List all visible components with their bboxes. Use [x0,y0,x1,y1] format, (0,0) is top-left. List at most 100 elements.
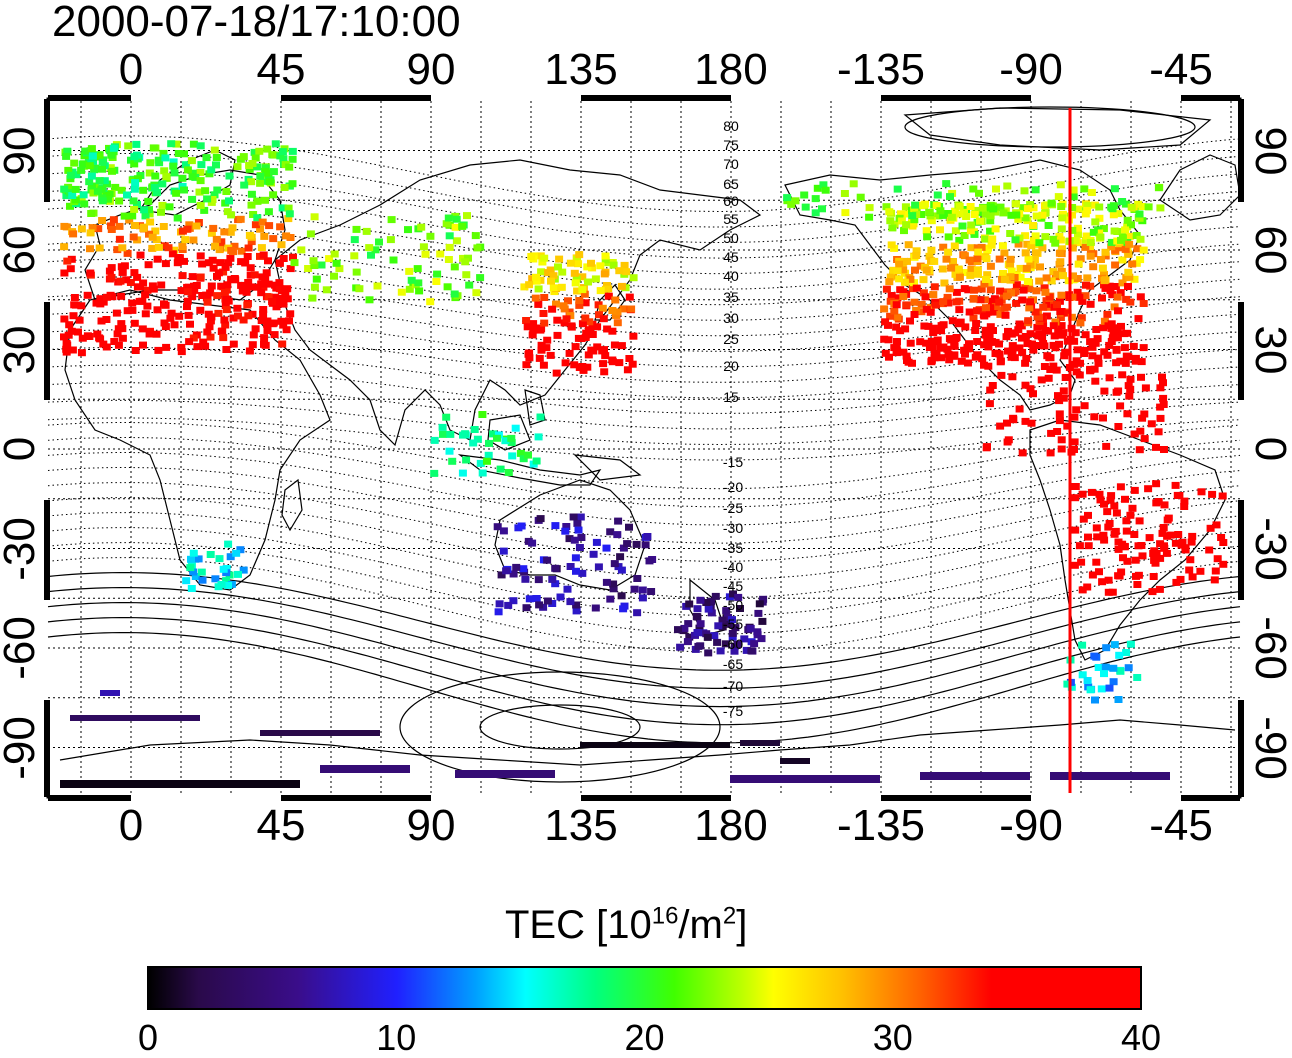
tec-cell [203,298,212,306]
coast-borneo [487,414,531,451]
tec-cell [478,411,487,418]
tec-cell [247,178,256,186]
tec-cell [157,281,166,289]
tec-cell [60,222,69,230]
tec-cell [1060,352,1069,360]
tec-cell [955,202,964,210]
tec-cell [257,317,266,324]
tec-cell [276,152,285,160]
tec-cell [157,208,165,216]
tec-cell [256,172,265,180]
tec-cell [222,577,231,585]
tec-cell [233,163,242,171]
tec-cell [1105,374,1114,382]
tec-cell [939,211,948,219]
tec-cell [1118,198,1127,205]
tec-cell [899,293,908,300]
tec-cell [207,313,216,321]
tec-cell [551,522,560,530]
tec-cell [245,165,254,173]
tec-cell [614,517,623,525]
tec-cell [610,560,619,568]
tec-cell [462,456,471,464]
tec-cell [1103,310,1112,318]
tec-cell [1081,331,1090,339]
tec-cell [128,299,137,307]
tec-cell [107,273,116,281]
tec-cell [1003,182,1012,190]
tec-cell [629,332,638,340]
tec-cell [123,191,131,199]
tec-cell [222,346,231,353]
tec-cell [966,271,975,279]
tec-cell [969,185,978,193]
tec-cell [203,328,212,336]
tec-cell [917,211,926,218]
contour-label: 25 [723,331,739,347]
tec-cell [1125,273,1134,281]
tec-cell [234,312,242,320]
tec-cell [389,256,398,264]
tec-cell [539,361,548,369]
tec-cell [813,184,822,192]
tec-cell [1096,496,1105,504]
tec-cell [154,346,163,354]
mlat-contour [47,135,1241,213]
tec-cell [1130,531,1139,538]
tec-cell [937,354,946,362]
tec-cell [818,205,826,213]
tec-cell [939,243,948,251]
tec-cell [88,224,97,232]
tec-cell [1063,337,1072,345]
tec-cell [1053,301,1061,309]
tec-cell [152,236,161,244]
tec-cell [549,284,558,292]
tec-cell [954,265,963,273]
tec-cell [1029,237,1038,245]
tec-cell [1158,373,1166,381]
tec-cell [1016,273,1025,281]
tec-cell [499,527,508,535]
tec-cell [107,222,115,230]
tec-cell [1068,204,1077,211]
tec-cell [417,223,426,231]
tec-cell [546,351,555,359]
tec-cell [1080,185,1089,193]
tec-cell [1083,206,1092,214]
tec-cell [232,549,241,557]
tec-cell [746,624,755,632]
tec-cell [149,144,158,152]
tec-cell [214,269,223,277]
tec-cell [1057,203,1066,210]
tec-cell [584,326,593,334]
tec-cell [501,437,510,445]
tec-cell [901,203,910,211]
tec-cell [983,247,992,254]
tec-cell [577,534,586,541]
tec-cell [517,522,526,530]
tec-cell [986,386,995,394]
tec-cell [638,586,647,594]
tec-cell [1075,371,1084,379]
tec-band [455,770,555,778]
tec-cell [1029,390,1037,398]
frame-gap-left-1 [44,202,50,302]
tec-cell [207,282,216,290]
tec-cell [936,226,944,234]
tec-cell [971,327,980,334]
tec-cell [819,181,828,189]
contour-label: -20 [722,479,744,495]
tec-cell [940,279,949,287]
tec-cell [1004,347,1012,355]
tec-cell [1084,542,1093,550]
tec-cell [552,369,561,377]
tec-cell [1078,671,1087,679]
tec-cell [1130,430,1139,438]
tec-cell [1163,516,1172,524]
tec-cell [1057,267,1066,275]
tec-cell [613,531,622,539]
tec-cell [115,222,124,230]
tec-cell [106,164,115,172]
tec-cell [107,264,116,272]
tec-cell [534,576,543,584]
